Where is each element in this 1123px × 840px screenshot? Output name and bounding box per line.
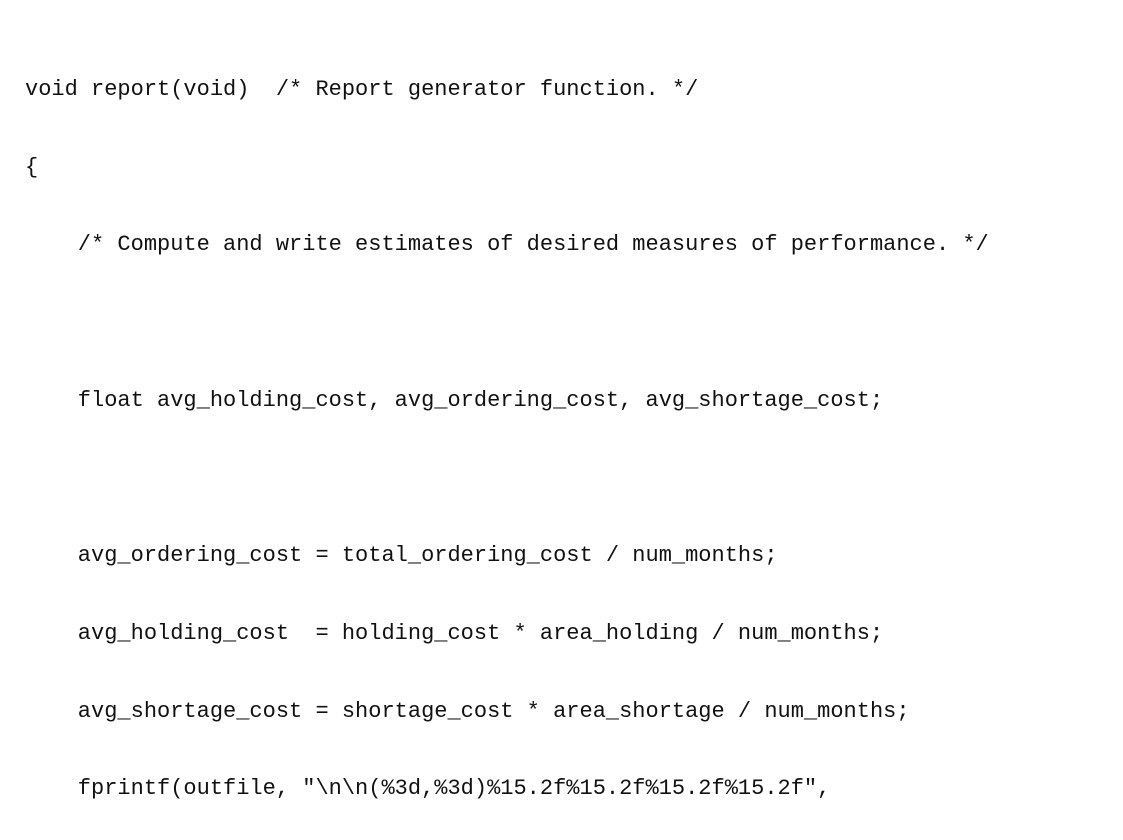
code-line-blank xyxy=(25,309,989,337)
code-line-open-brace: { xyxy=(25,154,39,180)
code-line-ordering-cost: avg_ordering_cost = total_ordering_cost … xyxy=(25,543,778,569)
code-line-fprintf: fprintf(outfile, "\n\n(%3d,%3d)%15.2f%15… xyxy=(25,776,831,802)
code-line-comment: /* Compute and write estimates of desire… xyxy=(25,232,989,258)
code-line-function-signature: void report(void) /* Report generator fu… xyxy=(25,77,699,102)
code-line-float-declaration: float avg_holding_cost, avg_ordering_cos… xyxy=(25,387,884,413)
code-listing: void report(void) /* Report generator fu… xyxy=(25,26,989,840)
code-line-holding-cost: avg_holding_cost = holding_cost * area_h… xyxy=(25,620,884,646)
code-line-shortage-cost: avg_shortage_cost = shortage_cost * area… xyxy=(25,698,910,724)
code-line-blank xyxy=(25,464,989,492)
